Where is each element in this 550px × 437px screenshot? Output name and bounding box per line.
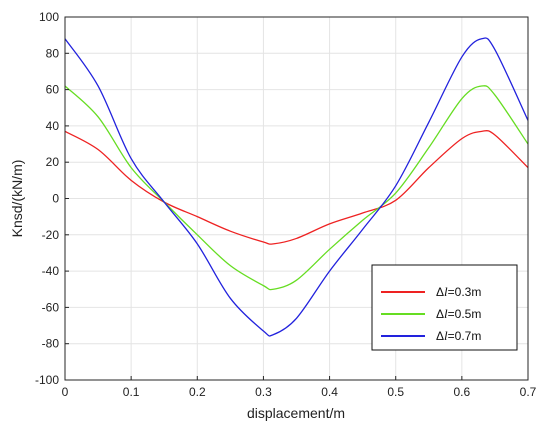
x-axis-ticks: 0 0.1 0.2 0.3 0.4 0.5 0.6 0.7: [62, 376, 537, 399]
x-tick-label: 0.3: [255, 385, 272, 399]
x-tick-label: 0.6: [454, 385, 471, 399]
y-tick-label: 100: [39, 10, 59, 24]
series-layer: [64, 37, 529, 337]
y-tick-label: -100: [35, 373, 59, 387]
y-tick-label: -20: [42, 228, 60, 242]
y-tick-label: -40: [42, 264, 60, 278]
y-tick-label: 60: [46, 83, 60, 97]
y-tick-label: -80: [42, 337, 60, 351]
legend: Δl=0.3m Δl=0.5m Δl=0.7m: [371, 264, 518, 351]
x-tick-label: 0: [62, 385, 69, 399]
series-line-1: [64, 129, 529, 245]
y-tick-label: 40: [46, 119, 60, 133]
y-tick-label: 80: [46, 46, 60, 60]
x-tick-label: 0.4: [321, 385, 338, 399]
series-line-2: [64, 85, 529, 291]
y-tick-label: 0: [52, 192, 59, 206]
y-tick-label: -60: [42, 300, 60, 314]
x-tick-label: 0.7: [520, 385, 537, 399]
x-tick-label: 0.1: [123, 385, 140, 399]
legend-label-1: Δl=0.3m: [436, 284, 481, 299]
x-tick-label: 0.5: [387, 385, 404, 399]
y-tick-label: 20: [46, 155, 60, 169]
legend-label-2: Δl=0.5m: [436, 306, 481, 321]
x-tick-label: 0.2: [189, 385, 206, 399]
legend-label-3: Δl=0.7m: [436, 328, 481, 343]
x-axis-title: displacement/m: [247, 405, 345, 421]
series-line-3: [64, 37, 529, 337]
y-axis-title: Knsd/(kN/m): [9, 160, 25, 238]
y-axis-ticks: -100 -80 -60 -40 -20 0 20 40 60 80 100: [35, 10, 69, 387]
